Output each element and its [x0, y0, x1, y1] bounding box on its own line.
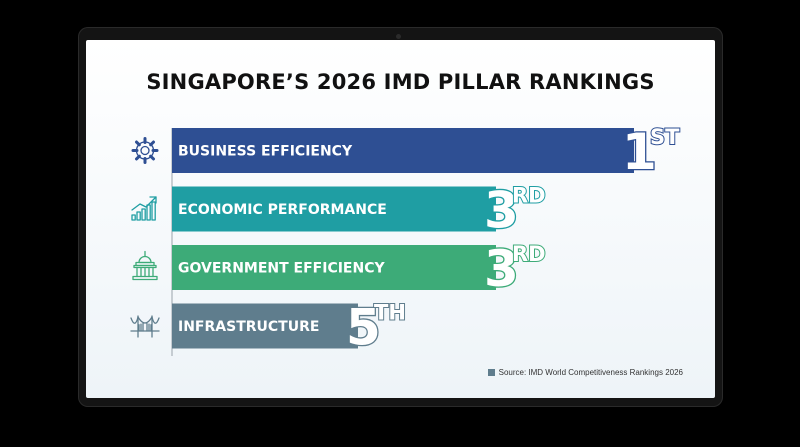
chart-title: SINGAPORE’S 2026 IMD PILLAR RANKINGS	[146, 70, 655, 94]
gear-icon	[131, 137, 159, 164]
source-text: Source: IMD World Competitiveness Rankin…	[498, 368, 683, 377]
gear-ring	[135, 141, 155, 160]
source-square	[487, 369, 495, 376]
cable	[130, 316, 139, 324]
rank-number: 3	[484, 240, 519, 298]
bar-3	[172, 245, 496, 290]
rank-number: 3	[484, 182, 519, 240]
category-label: INFRASTRUCTURE	[178, 319, 319, 335]
rank-number: 5	[346, 299, 381, 357]
growth-bar	[151, 201, 156, 221]
growth-bar	[146, 204, 151, 221]
ranking-bar-chart: BUSINESS EFFICIENCY 1ST ECONOMIC PERFORMAN…	[130, 122, 681, 358]
screen: SINGAPORE’S 2026 IMD PILLAR RANKINGS BUS…	[86, 40, 715, 398]
cable	[151, 316, 160, 324]
source-note: Source: IMD World Competitiveness Rankin…	[487, 368, 683, 377]
bridge-icon	[130, 315, 160, 338]
rank-suffix: TH	[374, 301, 406, 325]
bar-4	[172, 303, 358, 349]
category-label: ECONOMIC PERFORMANCE	[178, 202, 387, 218]
camera-dot	[396, 34, 401, 39]
cornice	[133, 264, 157, 269]
growth-arrow-line	[131, 196, 157, 211]
rank-suffix: RD	[512, 184, 546, 208]
bar-1	[172, 128, 634, 173]
growth-bar	[131, 214, 136, 221]
growth-chart-icon	[131, 196, 157, 221]
category-label: GOVERNMENT EFFICIENCY	[178, 261, 385, 277]
rank-suffix: RD	[512, 242, 546, 266]
growth-bar	[141, 208, 146, 221]
cable	[137, 316, 153, 324]
government-building-icon	[132, 250, 158, 281]
rank-number: 1	[622, 123, 657, 181]
dome	[138, 255, 152, 264]
growth-bar	[136, 211, 141, 221]
growth-arrow-head	[149, 196, 157, 204]
category-label: BUSINESS EFFICIENCY	[178, 144, 353, 160]
base	[132, 275, 158, 281]
bar-2	[172, 186, 496, 232]
rank-suffix: ST	[650, 125, 680, 149]
gear-hub	[140, 145, 150, 156]
